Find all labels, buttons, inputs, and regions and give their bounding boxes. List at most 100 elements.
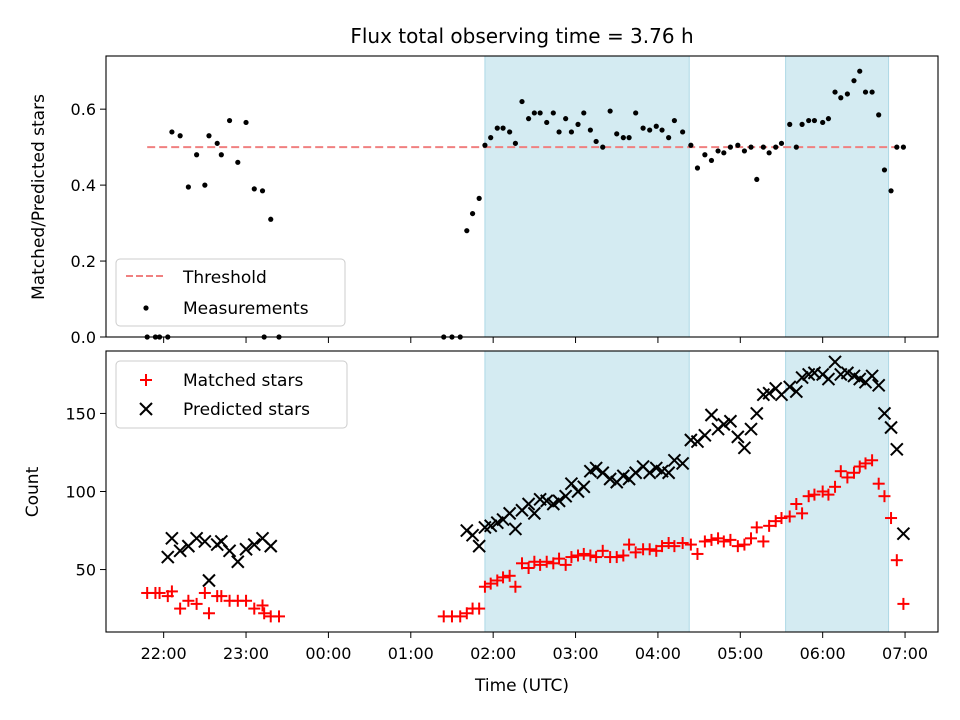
measurement-point	[653, 123, 659, 129]
measurement-point	[844, 91, 850, 97]
measurement-point	[259, 188, 266, 194]
matched-star-point	[885, 512, 898, 525]
measurement-point	[881, 167, 888, 173]
measurement-point	[600, 144, 606, 150]
shaded-interval-1	[785, 55, 890, 338]
x-tick-label: 06:00	[800, 644, 846, 663]
measurement-point	[869, 89, 875, 95]
top-legend-box	[115, 258, 346, 327]
matched-star-point	[731, 540, 744, 553]
measurement-point	[715, 148, 721, 154]
matched-star-point	[834, 465, 847, 478]
matched-star-point	[473, 602, 486, 615]
matched-star-point	[656, 540, 669, 553]
matched-stars-points	[141, 454, 910, 623]
measurement-point	[626, 135, 632, 141]
measurement-point	[177, 133, 183, 139]
matched-star-point	[256, 599, 269, 612]
legend-predicted-swatch	[139, 402, 153, 416]
matched-star-point	[190, 597, 203, 610]
matched-star-point	[540, 555, 553, 568]
matched-star-point	[584, 549, 597, 562]
predicted-star-point	[789, 384, 804, 399]
top-axes-frame	[105, 55, 939, 338]
matched-star-point	[698, 535, 711, 548]
matched-star-point	[553, 552, 566, 565]
top-shaded-intervals	[484, 55, 890, 338]
matched-star-point	[808, 488, 821, 501]
measurement-point	[773, 144, 779, 150]
measurement-point	[563, 116, 569, 122]
predicted-star-point	[264, 539, 278, 553]
matched-star-point	[763, 519, 776, 532]
matched-star-point	[497, 571, 510, 584]
matched-star-point	[153, 586, 166, 599]
matched-star-point	[775, 512, 788, 525]
x-tick-label: 02:00	[470, 644, 516, 663]
matched-star-point	[750, 521, 763, 534]
y-tick-label: 0.4	[71, 176, 96, 195]
matched-star-point	[240, 594, 253, 607]
measurement-point	[469, 210, 476, 217]
matched-star-point	[272, 610, 285, 623]
matched-star-point	[717, 535, 730, 548]
matched-star-point	[859, 457, 872, 470]
measurement-point	[494, 125, 500, 131]
measurement-point	[787, 121, 793, 127]
measurement-point	[185, 184, 191, 190]
matched-star-point	[174, 602, 187, 615]
matched-star-point	[577, 547, 590, 560]
measurement-point	[607, 108, 613, 114]
matched-star-point	[878, 490, 891, 503]
predicted-star-point	[840, 366, 855, 380]
legend-predicted-label: Predicted stars	[183, 400, 310, 420]
predicted-star-point	[762, 386, 776, 400]
measurement-point	[688, 142, 694, 148]
measurement-point	[741, 148, 748, 154]
matched-star-point	[484, 577, 497, 590]
measurement-point	[754, 176, 760, 183]
predicted-star-point	[717, 417, 731, 432]
predicted-star-point	[661, 466, 676, 480]
matched-star-point	[623, 538, 636, 551]
measurement-point	[525, 116, 532, 122]
matched-star-point	[757, 535, 770, 548]
measurement-point	[748, 144, 754, 150]
matched-star-point	[565, 551, 578, 564]
matched-star-point	[796, 507, 809, 520]
matched-star-point	[610, 551, 623, 564]
measurement-point	[226, 117, 233, 124]
matched-star-point	[522, 561, 535, 574]
bottom-legend-box	[115, 360, 348, 429]
matched-star-point	[847, 466, 860, 479]
measurement-point	[202, 182, 208, 188]
predicted-star-point	[540, 494, 554, 508]
x-tick-label: 00:00	[305, 644, 351, 663]
matched-star-point	[897, 597, 910, 610]
measurement-point	[811, 117, 818, 124]
predicted-star-point	[896, 526, 911, 541]
x-tick-label: 05:00	[717, 644, 763, 663]
matched-star-point	[691, 547, 704, 560]
bottom-x-ticks: 22:00 23:00 00:00 01:00 02:00 03:00 04:00 05:00…	[141, 632, 928, 663]
measurement-point	[888, 188, 894, 194]
top-y-axis-label: Matched/Predicted stars	[29, 94, 49, 300]
top-legend: Threshold Measurements	[115, 258, 346, 327]
matched-star-point	[783, 510, 796, 523]
measurement-point	[735, 142, 741, 148]
matched-star-point	[829, 480, 842, 493]
measurement-point	[531, 110, 537, 116]
measurement-point	[614, 131, 620, 137]
x-tick-label: 22:00	[141, 644, 187, 663]
predicted-star-point	[723, 414, 738, 428]
y-tick-label: 100	[65, 483, 96, 502]
predicted-star-point	[704, 408, 719, 422]
matched-star-point	[572, 549, 585, 562]
shaded-interval-0	[484, 55, 690, 338]
bottom-y-axis-label: Count	[23, 466, 43, 517]
predicted-star-point	[521, 497, 536, 511]
predicted-star-point	[737, 441, 752, 455]
matched-star-point	[165, 585, 178, 598]
x-tick-label: 03:00	[552, 644, 598, 663]
